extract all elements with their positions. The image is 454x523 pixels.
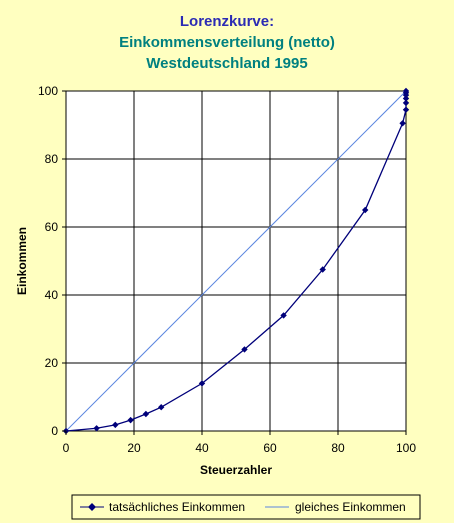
legend-equal-label: gleiches Einkommen	[295, 500, 406, 514]
series-actual-point-8	[280, 312, 287, 319]
series-actual-point-7	[241, 346, 248, 353]
chart-title-line-3: Westdeutschland 1995	[146, 55, 308, 72]
series-actual-point-13	[402, 99, 410, 107]
x-axis-label: Steuerzahler	[200, 463, 272, 477]
tick-labels: 0 20 40 60 80 100 0 20 40 60 80 100	[38, 84, 416, 455]
series-actual-point-12	[402, 106, 410, 113]
y-tick-label-40: 40	[45, 288, 59, 302]
series-actual-point-10	[362, 206, 369, 214]
legend-actual-label: tatsächliches Einkommen	[109, 500, 245, 514]
x-tick-label-20: 20	[127, 441, 141, 455]
y-tick-label-80: 80	[45, 152, 59, 166]
series-equal-income	[65, 90, 407, 432]
y-tick-label-60: 60	[45, 220, 59, 234]
x-tick-label-0: 0	[63, 441, 70, 455]
legend-actual-marker	[88, 503, 96, 511]
x-tick-label-60: 60	[263, 441, 277, 455]
x-tick-label-80: 80	[331, 441, 345, 455]
series-actual-point-5	[158, 404, 165, 411]
series-actual-income	[62, 87, 410, 435]
legend: tatsächliches Einkommen gleiches Einkomm…	[71, 494, 421, 520]
series-actual-point-3	[127, 416, 134, 424]
chart-title-line-1: Lorenzkurve:	[179, 13, 275, 30]
x-tick-label-40: 40	[195, 441, 209, 455]
y-tick-label-20: 20	[45, 356, 59, 370]
series-actual-point-4	[142, 410, 150, 418]
series-actual-point-6	[198, 380, 206, 387]
series-actual-point-1	[93, 425, 100, 432]
series-actual-point-9	[319, 266, 326, 273]
series-actual-point-11	[399, 120, 406, 127]
series-equal-line	[65, 90, 407, 432]
grid-lines	[66, 91, 406, 431]
y-axis-label: Einkommen	[15, 227, 29, 295]
chart-title-line-2: Einkommensverteilung (netto)	[119, 34, 335, 51]
series-actual-point-17	[402, 87, 410, 95]
series-actual-point-2	[112, 421, 119, 429]
y-tick-label-100: 100	[38, 84, 58, 98]
x-tick-label-100: 100	[396, 441, 416, 455]
y-tick-label-0: 0	[51, 424, 58, 438]
series-actual-point-14	[402, 95, 410, 102]
legend-box	[71, 494, 421, 520]
